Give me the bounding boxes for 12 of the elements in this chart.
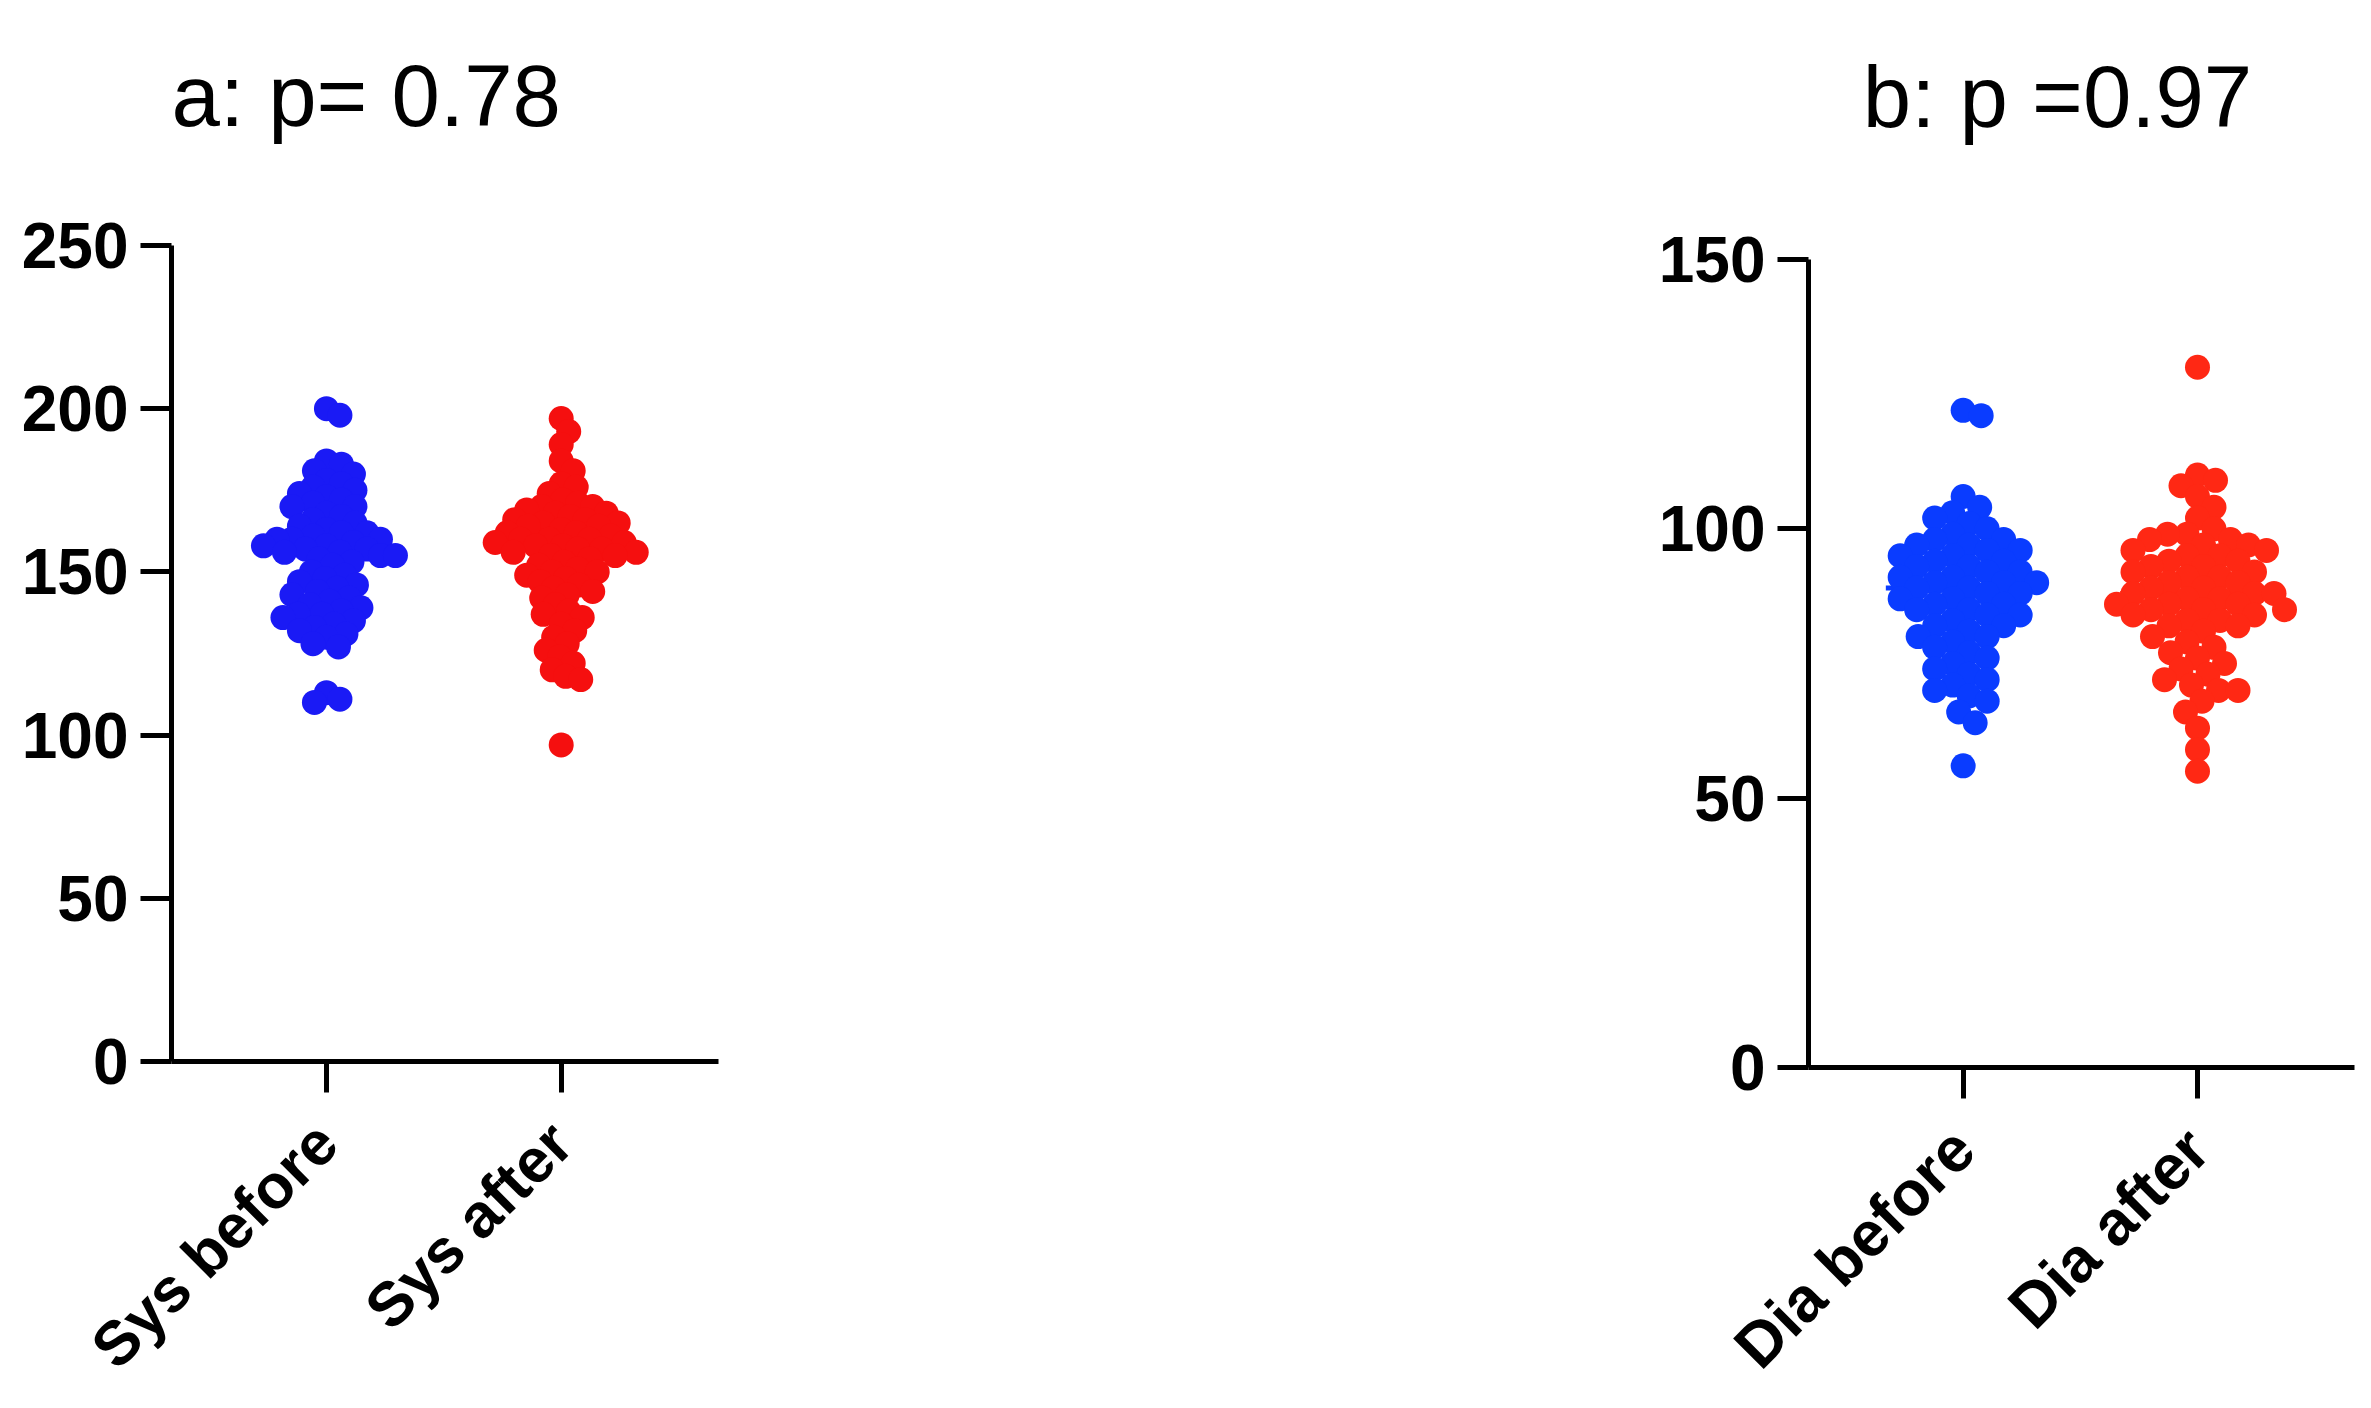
y-tick-label: 200 [21,373,129,446]
y-tick-label: 150 [21,536,129,609]
y-tick-label: 100 [1658,493,1766,566]
y-tick-label: 150 [1658,224,1766,296]
chart-title: a: p= 0.78 [171,47,561,144]
y-tick-label: 250 [21,210,129,282]
chart-title: b: p =0.97 [1862,48,2253,145]
y-tick-label: 50 [57,862,129,935]
y-tick-label: 50 [1694,762,1766,835]
y-tick-label: 100 [21,699,129,772]
y-tick-label: 0 [1729,1032,1766,1104]
y-tick-label: 0 [92,1026,129,1098]
